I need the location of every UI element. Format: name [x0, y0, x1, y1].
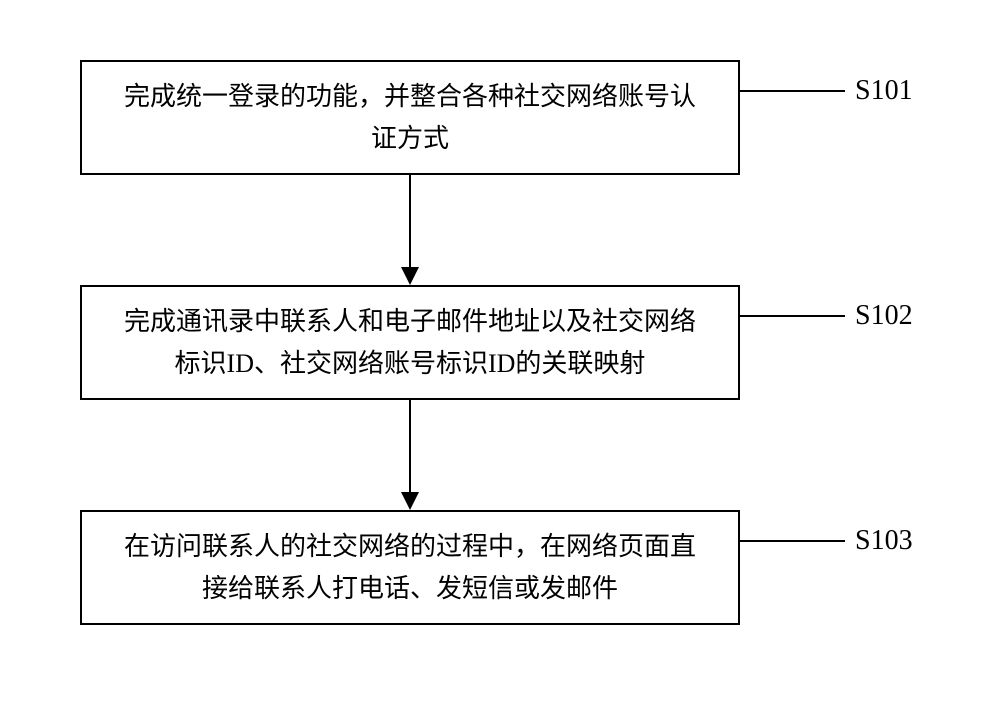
label-s101: S101 [855, 75, 913, 107]
label-s103: S103 [855, 525, 913, 557]
step-s101-line2: 证方式 [371, 124, 449, 153]
step-s102-line1: 完成通讯录中联系人和电子邮件地址以及社交网络 [124, 307, 696, 336]
arrow-s102-s103-head [401, 492, 419, 510]
label-s102: S102 [855, 300, 913, 332]
lead-line-s102 [740, 315, 845, 317]
step-s103-box: 在访问联系人的社交网络的过程中，在网络页面直 接给联系人打电话、发短信或发邮件 [80, 510, 740, 625]
lead-line-s103 [740, 540, 845, 542]
step-s101-line1: 完成统一登录的功能，并整合各种社交网络账号认 [124, 82, 696, 111]
step-s102-line2: 标识ID、社交网络账号标识ID的关联映射 [175, 349, 646, 378]
step-s103-line1: 在访问联系人的社交网络的过程中，在网络页面直 [124, 532, 696, 561]
flowchart-canvas: 完成统一登录的功能，并整合各种社交网络账号认 证方式 S101 完成通讯录中联系… [0, 0, 1000, 704]
arrow-s101-s102-line [409, 175, 411, 267]
arrow-s101-s102-head [401, 267, 419, 285]
arrow-s102-s103-line [409, 400, 411, 492]
step-s102-box: 完成通讯录中联系人和电子邮件地址以及社交网络 标识ID、社交网络账号标识ID的关… [80, 285, 740, 400]
step-s101-box: 完成统一登录的功能，并整合各种社交网络账号认 证方式 [80, 60, 740, 175]
lead-line-s101 [740, 90, 845, 92]
step-s103-line2: 接给联系人打电话、发短信或发邮件 [202, 574, 618, 603]
